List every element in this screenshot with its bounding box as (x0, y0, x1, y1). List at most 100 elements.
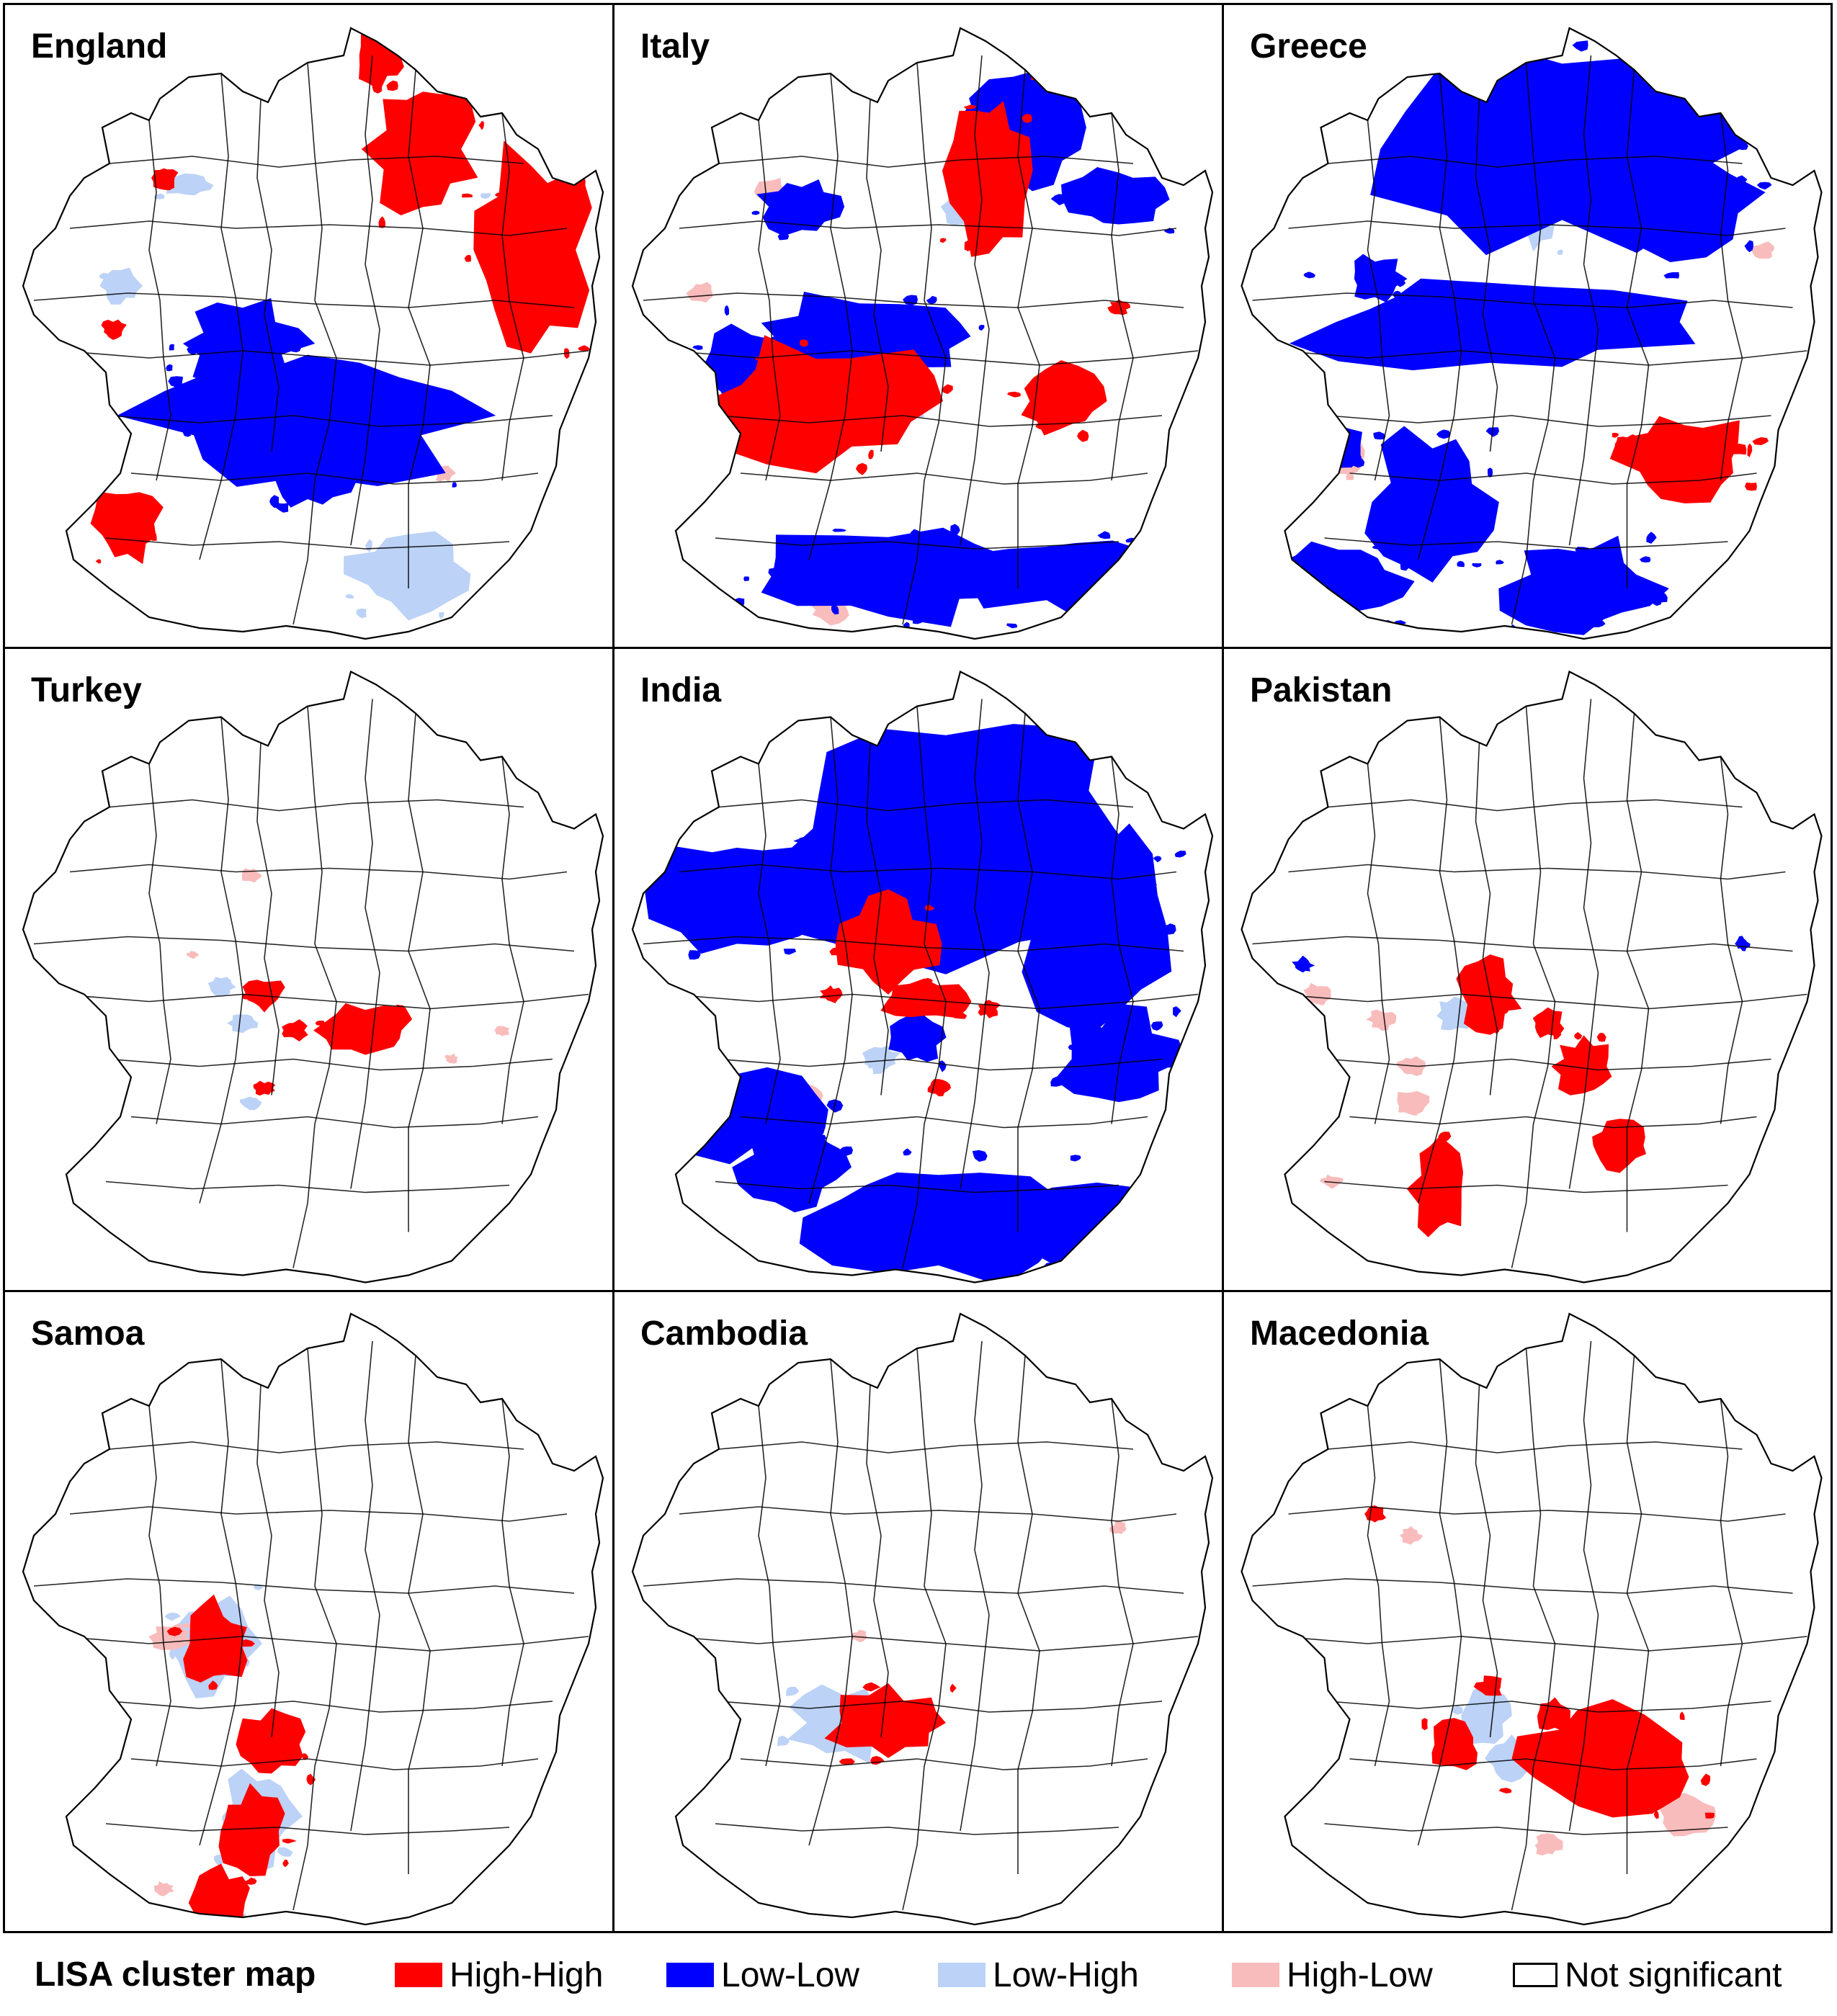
cluster-speckle-low-low (1352, 456, 1365, 468)
panel-england: England (5, 5, 612, 647)
cluster-low-low (1061, 167, 1170, 225)
cluster-speckle-low-low (1606, 168, 1620, 174)
boundary-line (1417, 73, 1462, 560)
map-group-turkey (22, 670, 604, 1283)
cluster-speckle-low-low (812, 1134, 827, 1143)
cluster-speckle-low-low (1736, 175, 1748, 183)
boundary-line (148, 763, 171, 1124)
cluster-speckle-low-low (661, 1102, 668, 1111)
boundary-line (408, 69, 431, 588)
boundary-line (866, 98, 889, 452)
cluster-speckle-high-high (1679, 1711, 1685, 1720)
cluster-speckle-low-low (979, 1191, 987, 1205)
cluster-low-low (271, 454, 357, 508)
cluster-speckle-low-high (99, 272, 109, 279)
cluster-speckle-low-low (1619, 131, 1635, 145)
boundary-line (350, 55, 380, 546)
boundary-line (1324, 1823, 1728, 1835)
cluster-speckle-high-high (354, 1019, 359, 1026)
cluster-speckle-high-high (574, 225, 584, 232)
cluster-speckle-low-low (1395, 278, 1406, 287)
boundary-line (69, 1506, 568, 1522)
boundary-line (501, 1398, 524, 1767)
region-background (633, 1314, 1212, 1925)
boundary-line (679, 1506, 1177, 1522)
cluster-speckle-low-low (839, 1146, 853, 1156)
cluster-speckle-high-high (511, 235, 520, 246)
cluster-speckle-low-low (912, 617, 924, 624)
cluster-speckle-low-low (1050, 1076, 1063, 1087)
cluster-speckle-low-low (895, 1178, 907, 1182)
cluster-speckle-low-low (699, 895, 707, 900)
region-outline (631, 1312, 1214, 1926)
cluster-high-low (494, 1026, 510, 1036)
boundary-line (1111, 112, 1134, 481)
cluster-speckle-low-low (1405, 341, 1419, 351)
cluster-speckle-high-high (1607, 1148, 1621, 1159)
cluster-low-low (888, 1005, 947, 1062)
cluster-speckle-high-high (775, 453, 786, 461)
map-group-cambodia (631, 1312, 1214, 1926)
cluster-high-low (444, 1053, 458, 1064)
cluster-speckle-low-low (1266, 1168, 1274, 1175)
legend-label-low-high: Low-High (993, 1955, 1139, 1994)
boundary-line (1511, 706, 1556, 1268)
cluster-speckle-low-low (1113, 1079, 1122, 1089)
cluster-speckle-low-low (1142, 1044, 1148, 1050)
boundary-line (105, 1181, 510, 1193)
region-background (1241, 671, 1822, 1283)
cluster-speckle-low-low (285, 334, 291, 345)
cluster-high-low (186, 951, 200, 959)
cluster-speckle-low-low (1006, 623, 1017, 629)
cluster-high-low (1399, 1526, 1423, 1545)
cluster-high-high (1592, 1119, 1646, 1173)
cluster-speckle-low-low (1658, 117, 1668, 127)
panel-title-pakistan: Pakistan (1250, 671, 1393, 709)
legend-label-high-high: High-High (450, 1955, 604, 1994)
cluster-speckle-low-high (1446, 996, 1463, 1007)
panel-india: India (614, 649, 1222, 1290)
cluster-speckle-high-high (836, 384, 848, 392)
cluster-speckle-high-high (1573, 1031, 1583, 1040)
cluster-speckle-low-low (1097, 531, 1111, 539)
cluster-high-high (1614, 434, 1638, 456)
boundary-line (1349, 1758, 1757, 1770)
cluster-speckle-low-low (1646, 591, 1654, 598)
map-macedonia (1241, 1312, 1823, 1926)
cluster-speckle-low-low (783, 949, 797, 955)
cluster-low-high (161, 173, 214, 196)
panel-italy: Italy (614, 5, 1222, 647)
cluster-speckle-low-low (1465, 333, 1477, 341)
cluster-high-low (686, 282, 713, 303)
cluster-speckle-high-high (282, 1838, 297, 1844)
region-outline (631, 670, 1214, 1283)
boundary-line (718, 1701, 1163, 1713)
cluster-low-high (344, 531, 471, 621)
cluster-high-low (1366, 1009, 1397, 1031)
cluster-high-low (1534, 1833, 1563, 1856)
cluster-speckle-low-low (1686, 236, 1701, 243)
cluster-high-high (151, 168, 179, 191)
map-greece (1241, 27, 1823, 640)
boundary-line (109, 415, 553, 427)
boundary-line (105, 537, 510, 550)
boundary-line (715, 537, 1119, 550)
cluster-speckle-high-high (967, 180, 973, 192)
cluster-speckle-high-high (1555, 1781, 1562, 1790)
legend-swatch-low-low (666, 1963, 714, 1987)
legend: LISA cluster map High-High Low-Low Low-H… (0, 1936, 1837, 2015)
cluster-speckle-low-low (1142, 971, 1150, 975)
cluster-speckle-low-low (688, 950, 701, 960)
cluster-speckle-low-low (921, 771, 931, 777)
cluster-low-low (1054, 1003, 1186, 1103)
cluster-high-high (313, 1003, 413, 1055)
legend-swatch-high-high (395, 1963, 442, 1987)
boundary-line (718, 1058, 1163, 1071)
cluster-speckle-low-low (991, 874, 1003, 882)
cluster-speckle-high-high (998, 186, 1013, 196)
cluster-speckle-low-low (1430, 318, 1440, 328)
map-group-pakistan (1241, 670, 1823, 1283)
cluster-speckle-low-low (880, 1240, 894, 1249)
legend-item-low-low: Low-Low (666, 1953, 859, 1997)
cluster-speckle-low-low (1372, 545, 1384, 550)
